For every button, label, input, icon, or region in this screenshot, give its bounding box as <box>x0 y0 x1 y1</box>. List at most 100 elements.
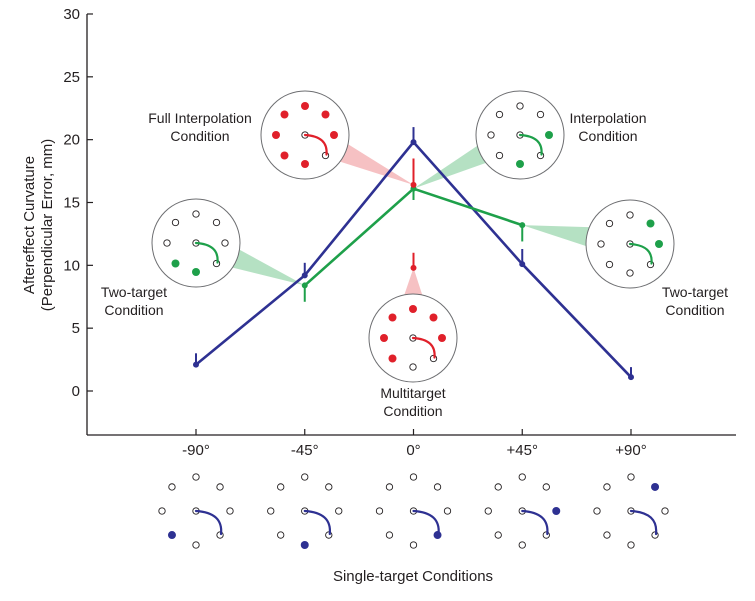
target-open-sw <box>605 260 614 269</box>
y-tick-label: 25 <box>63 69 80 86</box>
inset-interp <box>475 90 565 180</box>
data-point <box>301 272 308 279</box>
annotation-label-multi: Multitarget <box>380 385 445 401</box>
halo-two-left <box>229 248 305 286</box>
movement-path <box>628 242 653 265</box>
target-open-nw <box>495 110 504 119</box>
target-open-w <box>593 507 601 515</box>
inset-diagrams <box>151 90 675 383</box>
target-open-ne <box>433 483 442 491</box>
target-filled-s <box>301 160 309 168</box>
single-target-diagram <box>375 473 452 549</box>
target-open-e <box>335 507 343 515</box>
target-open-sw <box>277 531 285 539</box>
target-open-nw <box>385 483 394 491</box>
movement-path <box>518 133 543 156</box>
single-target-diagram <box>158 473 234 549</box>
annotation-label-two-right: Two-target <box>662 284 728 300</box>
target-filled-nw <box>388 313 397 322</box>
axes <box>86 14 736 436</box>
target-open-e <box>661 507 669 515</box>
y-tick-label: 5 <box>72 320 80 337</box>
target-open-nw <box>277 483 285 491</box>
target-open-ne <box>542 483 550 491</box>
target-open-n <box>409 473 418 481</box>
target-filled-ne <box>646 219 655 228</box>
single-target-diagram <box>267 473 343 549</box>
target-open-n <box>516 102 524 110</box>
y-axis-title: Aftereffect Curvature (Perpendicular Err… <box>21 139 56 312</box>
halo-full-interp <box>337 142 414 185</box>
annotation-label-two-right: Condition <box>665 302 724 318</box>
movement-path <box>303 509 331 536</box>
target-open-n <box>301 473 309 481</box>
y-tick-label: 30 <box>63 6 80 23</box>
target-open-w <box>375 507 384 515</box>
series-single-target <box>193 127 634 381</box>
target-open-s <box>409 541 418 549</box>
target-open-w <box>484 507 492 515</box>
halo-two-right <box>522 225 593 247</box>
movement-path <box>194 241 219 264</box>
halo-multi <box>403 267 424 299</box>
single-target-diagram <box>484 473 561 549</box>
data-point <box>519 261 526 268</box>
inset-multi <box>368 293 458 383</box>
single-target-diagrams <box>158 473 669 549</box>
target-open-e <box>443 507 452 515</box>
single-target-diagram <box>593 473 669 549</box>
target-filled-n <box>409 305 417 313</box>
target-open-nw <box>494 483 502 491</box>
y-axis-title-line1: Aftereffect Curvature <box>21 156 38 294</box>
target-open-n <box>626 211 634 219</box>
target-open-s <box>627 541 635 549</box>
data-point <box>301 282 308 289</box>
target-open-w <box>267 507 275 515</box>
target-open-n <box>192 473 200 481</box>
target-filled-e <box>552 507 561 515</box>
target-open-w <box>597 240 605 248</box>
annotation-label-multi: Condition <box>383 403 442 419</box>
data-point <box>519 222 526 229</box>
target-open-nw <box>603 483 611 491</box>
target-filled-s <box>300 541 309 549</box>
target-open-nw <box>171 218 180 227</box>
target-open-sw <box>385 531 394 539</box>
x-tick-label: +90° <box>615 442 646 459</box>
series-multitarget <box>410 252 417 271</box>
annotation-labels: Full Interpolation Condition Interpolation… <box>101 110 728 419</box>
data-point <box>628 374 634 381</box>
target-filled-e <box>438 334 446 342</box>
target-filled-ne <box>651 482 660 491</box>
target-open-nw <box>168 483 176 491</box>
target-filled-e <box>545 131 553 139</box>
target-filled-sw <box>171 259 180 268</box>
x-tick-label: +45° <box>507 442 538 459</box>
series-layer <box>193 127 634 381</box>
y-axis-title-line2: (Perpendicular Error, mm) <box>39 139 56 312</box>
target-open-s <box>192 541 200 549</box>
target-open-w <box>163 239 171 247</box>
annotation-label-two-left: Condition <box>104 302 163 318</box>
data-point <box>410 139 417 146</box>
inset-two-left <box>151 198 241 288</box>
annotation-label-interp: Condition <box>578 128 637 144</box>
target-filled-sw <box>167 531 176 540</box>
movement-path <box>411 336 436 359</box>
y-tick-label: 15 <box>63 194 80 211</box>
target-filled-ne <box>321 110 330 119</box>
data-point <box>193 361 199 368</box>
annotation-label-two-left: Two-target <box>101 284 167 300</box>
movement-path <box>194 509 223 536</box>
target-open-sw <box>495 151 504 160</box>
target-open-ne <box>325 483 333 491</box>
target-open-nw <box>605 219 614 228</box>
x-ticks: -90° -45° 0° +45° +90° <box>182 429 647 459</box>
y-tick-label: 10 <box>63 257 80 274</box>
movement-path <box>521 509 549 536</box>
target-open-e <box>226 507 234 515</box>
movement-path <box>412 509 440 536</box>
annotation-label-interp: Interpolation <box>569 110 646 126</box>
x-tick-label: -45° <box>291 442 319 459</box>
